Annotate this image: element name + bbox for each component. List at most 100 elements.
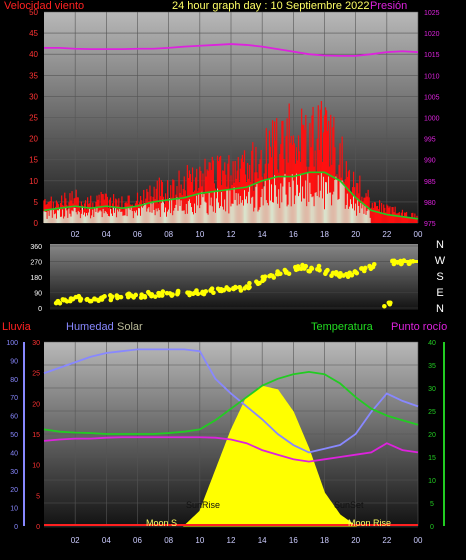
wind-y-tick-label: 20 xyxy=(29,135,38,144)
humidity-y-tick-label: 60 xyxy=(10,414,18,421)
temperature-y-tick-label: 15 xyxy=(428,455,436,462)
solar-area xyxy=(182,385,358,527)
wind-x-tick-label: 18 xyxy=(320,230,329,239)
direction-point xyxy=(233,284,238,290)
climate-x-tick-label: 10 xyxy=(195,536,204,545)
direction-point xyxy=(145,289,151,295)
graph-date-title: 24 hour graph day : 10 Septiembre 2022 xyxy=(172,0,370,12)
rain-y-tick-label: 10 xyxy=(32,463,40,470)
direction-point xyxy=(61,297,67,303)
direction-point xyxy=(262,274,268,279)
direction-point xyxy=(371,261,377,267)
moonset-label: Moon S xyxy=(146,518,177,528)
direction-point xyxy=(283,270,289,275)
wind-y-tick-label: 5 xyxy=(34,198,39,207)
direction-point xyxy=(247,280,252,286)
pressure-title: Presión xyxy=(370,0,407,12)
rain-label: Lluvia xyxy=(2,321,32,333)
temperature-line xyxy=(43,370,419,435)
direction-point xyxy=(139,292,144,297)
direction-point xyxy=(359,266,364,271)
humidity-line xyxy=(43,348,419,454)
direction-y-tick-label: 0 xyxy=(38,306,42,313)
direction-point xyxy=(271,275,277,280)
pressure-y-tick-label: 995 xyxy=(424,137,436,144)
wind-x-tick-label: 06 xyxy=(133,230,142,239)
humidity-y-tick-label: 80 xyxy=(10,377,18,384)
wind-y-tick-label: 25 xyxy=(29,114,38,123)
compass-direction-label: E xyxy=(436,287,443,299)
direction-point xyxy=(68,298,73,304)
direction-y-tick-label: 270 xyxy=(30,260,42,267)
direction-point xyxy=(125,292,130,297)
pressure-y-tick-label: 975 xyxy=(424,221,436,228)
direction-point xyxy=(159,293,165,298)
pressure-y-tick-label: 1000 xyxy=(424,116,440,123)
wind-x-tick-label: 22 xyxy=(382,230,391,239)
direction-point xyxy=(237,284,242,290)
humidity-y-tick-label: 20 xyxy=(10,487,18,494)
direction-point xyxy=(203,289,209,294)
direction-point xyxy=(333,269,339,275)
humidity-y-tick-label: 50 xyxy=(10,432,18,439)
wind-y-tick-label: 0 xyxy=(34,219,39,228)
pressure-y-tick-label: 1025 xyxy=(424,10,440,17)
direction-point xyxy=(92,296,97,301)
temperature-y-tick-label: 25 xyxy=(428,409,436,416)
climate-x-tick-label: 20 xyxy=(351,536,360,545)
direction-point xyxy=(303,263,309,269)
wind-x-tick-label: 00 xyxy=(414,230,423,239)
sunset-label: SunSet xyxy=(334,500,364,510)
direction-y-tick-label: 180 xyxy=(30,275,42,282)
wind-x-tick-label: 10 xyxy=(195,230,204,239)
climate-x-tick-label: 06 xyxy=(133,536,142,545)
pressure-y-tick-label: 1015 xyxy=(424,52,440,59)
wind-x-tick-label: 04 xyxy=(102,230,111,239)
wind-pressure-chart: 0510152025303540455097598098599099510001… xyxy=(29,8,440,239)
direction-point xyxy=(190,291,196,297)
temperature-y-tick-label: 0 xyxy=(430,524,434,531)
pressure-line xyxy=(44,43,419,57)
direction-point xyxy=(209,286,215,291)
direction-point xyxy=(329,273,334,278)
compass-direction-label: W xyxy=(435,255,446,267)
climate-x-tick-label: 04 xyxy=(102,536,111,545)
humidity-y-tick-label: 70 xyxy=(10,395,18,402)
pressure-y-tick-label: 990 xyxy=(424,158,436,165)
direction-point xyxy=(175,290,181,296)
direction-point xyxy=(133,292,139,298)
direction-point xyxy=(114,293,120,298)
average-wind-line xyxy=(43,171,419,220)
wind-x-tick-label: 16 xyxy=(289,230,298,239)
direction-y-tick-label: 360 xyxy=(30,244,42,251)
wind-speed-title: Velocidad viento xyxy=(4,0,84,12)
rain-y-tick-label: 15 xyxy=(32,432,40,439)
direction-point xyxy=(344,271,349,277)
wind-y-tick-label: 50 xyxy=(29,8,38,17)
humidity-y-tick-label: 10 xyxy=(10,506,18,513)
direction-point xyxy=(98,295,104,301)
wind-x-tick-label: 02 xyxy=(71,230,80,239)
climate-x-tick-label: 02 xyxy=(71,536,80,545)
rain-y-tick-label: 25 xyxy=(32,371,40,378)
rain-y-tick-label: 20 xyxy=(32,401,40,408)
climate-x-tick-label: 18 xyxy=(320,536,329,545)
compass-direction-label: N xyxy=(436,303,444,315)
climate-x-tick-label: 16 xyxy=(289,536,298,545)
direction-point xyxy=(160,289,166,294)
wind-x-tick-label: 14 xyxy=(258,230,267,239)
humidity-y-tick-label: 30 xyxy=(10,469,18,476)
climate-x-tick-label: 12 xyxy=(227,536,236,545)
temperature-y-tick-label: 30 xyxy=(428,386,436,393)
moonrise-label: Moon Rise xyxy=(348,518,391,528)
wind-y-tick-label: 45 xyxy=(29,29,38,38)
temperature-y-tick-label: 5 xyxy=(430,501,434,508)
direction-point xyxy=(224,285,229,290)
climate-x-tick-label: 14 xyxy=(258,536,267,545)
rain-y-tick-label: 30 xyxy=(32,340,40,347)
solar-label: Solar xyxy=(117,321,143,333)
humidity-y-tick-label: 0 xyxy=(14,524,18,531)
pressure-y-tick-label: 985 xyxy=(424,179,436,186)
